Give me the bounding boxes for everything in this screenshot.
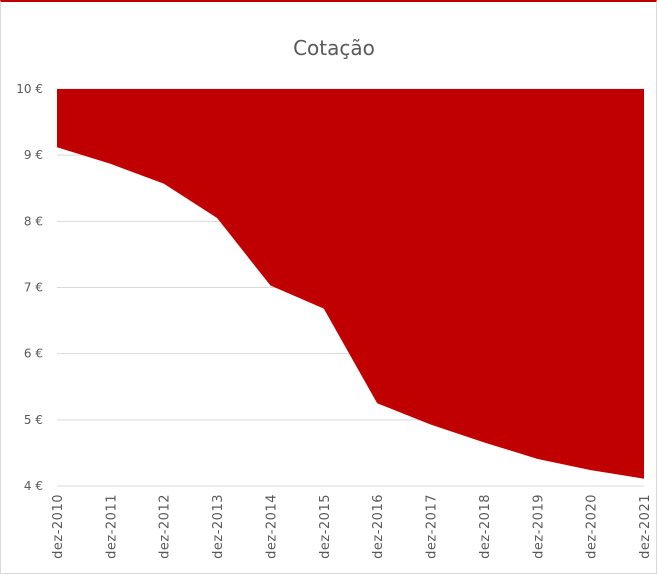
x-tick-label: dez-2011 xyxy=(104,494,119,559)
series-area xyxy=(57,89,644,479)
y-tick-label: 10 € xyxy=(16,82,43,96)
x-tick-label: dez-2018 xyxy=(478,494,493,559)
y-tick-label: 8 € xyxy=(24,214,43,228)
y-tick-label: 6 € xyxy=(24,347,43,361)
y-tick-label: 5 € xyxy=(24,413,43,427)
x-tick-label: dez-2010 xyxy=(51,494,66,559)
x-axis-ticks: dez-2010 dez-2011 dez-2012 dez-2013 dez-2014… xyxy=(51,494,653,559)
y-tick-label: 9 € xyxy=(24,148,43,162)
x-tick-label: dez-2016 xyxy=(371,494,386,559)
x-tick-label: dez-2019 xyxy=(531,494,546,559)
x-tick-label: dez-2015 xyxy=(318,494,333,559)
series-area-fill xyxy=(57,89,644,479)
y-axis-ticks: 4 € 5 € 6 € 7 € 8 € 9 € 10 € xyxy=(16,82,43,493)
y-tick-label: 4 € xyxy=(24,479,43,493)
y-tick-label: 7 € xyxy=(24,281,43,295)
x-tick-label: dez-2020 xyxy=(585,494,600,559)
chart-title: Cotação xyxy=(293,36,375,60)
x-tick-label: dez-2021 xyxy=(638,494,653,559)
x-tick-label: dez-2014 xyxy=(264,494,279,559)
x-tick-label: dez-2012 xyxy=(158,494,173,559)
x-tick-label: dez-2013 xyxy=(211,494,226,559)
x-tick-label: dez-2017 xyxy=(425,494,440,559)
